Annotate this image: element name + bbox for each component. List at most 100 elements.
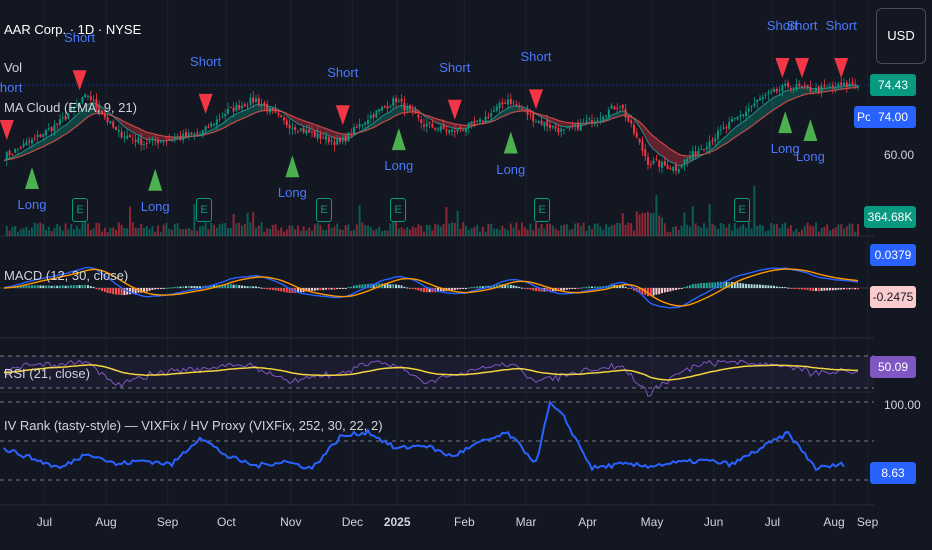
rsi-label[interactable]: RSI (21, close) (4, 366, 90, 381)
volume-bar (375, 229, 378, 236)
x-tick-label: Jul (36, 515, 53, 529)
cloud-segment (785, 90, 788, 103)
cloud-segment (508, 107, 511, 115)
candle-body (299, 128, 302, 131)
candle-body (837, 83, 840, 87)
volume-bar (411, 226, 414, 236)
cloud-segment (793, 88, 797, 99)
cloud-segment (796, 87, 800, 98)
volume-bar (81, 222, 84, 236)
cloud-segment (510, 106, 514, 114)
macd-hist-bar (803, 288, 806, 290)
candle-body (722, 127, 725, 129)
candle-body (733, 117, 736, 119)
candle-body (445, 129, 448, 132)
candle-body (313, 130, 316, 137)
macd-label[interactable]: MACD (12, 30, close) (4, 268, 129, 283)
candle-body (81, 97, 84, 103)
candle-body (834, 87, 837, 89)
cloud-segment (734, 125, 738, 138)
last-price-badge: 74.43 (870, 74, 916, 96)
volume-bar (759, 224, 761, 236)
candle-body (691, 150, 694, 159)
earnings-marker[interactable]: E (316, 198, 332, 222)
cloud-segment (387, 111, 391, 121)
volume-bar (333, 226, 336, 236)
cloud-segment (564, 121, 567, 127)
macd-hist-bar (479, 286, 481, 288)
cloud-segment (659, 141, 662, 157)
macd-hist-bar (330, 288, 333, 290)
earnings-marker[interactable]: E (72, 198, 88, 222)
candle-body (5, 152, 8, 161)
volume-bar (719, 222, 722, 236)
earnings-marker[interactable]: E (734, 198, 750, 222)
candle-body (210, 123, 213, 127)
macd-hist-bar (593, 286, 596, 288)
candle-body (627, 115, 630, 122)
macd-hist-bar (753, 284, 756, 288)
x-tick-label: Sep (856, 515, 879, 529)
cloud-segment (37, 141, 41, 150)
cloud-segment (463, 125, 466, 129)
candle-body (280, 115, 283, 118)
volume-bar (512, 227, 515, 236)
macd-hist-bar (395, 284, 397, 288)
volume-bar (106, 231, 109, 236)
iv-rank-badge: 8.63 (870, 462, 916, 484)
macd-hist-bar (504, 284, 507, 288)
candle-body (78, 102, 81, 106)
iv-rank-label[interactable]: IV Rank (tasty-style) — VIXFix / HV Prox… (4, 418, 383, 433)
earnings-marker[interactable]: E (390, 198, 406, 222)
volume-bar (246, 212, 249, 236)
macd-hist-bar (67, 285, 70, 288)
currency-button[interactable]: USD (876, 8, 926, 64)
candle-body (669, 168, 672, 170)
macd-hist-bar (624, 286, 627, 288)
candle-body (201, 130, 204, 136)
volume-bar (207, 229, 210, 236)
volume-bar (857, 224, 859, 236)
cloud-segment (737, 123, 741, 136)
earnings-marker[interactable]: E (534, 198, 550, 222)
candle-body (45, 130, 47, 136)
volume-bar (781, 224, 784, 236)
volume-bar (756, 225, 759, 236)
candle-body (677, 169, 680, 173)
volume-bar (283, 231, 285, 236)
volume-bar (420, 225, 423, 236)
volume-bar (585, 230, 588, 236)
candle-body (456, 128, 459, 132)
macd-hist-bar (414, 288, 417, 290)
volume-bar (291, 225, 294, 236)
ma-cloud-label[interactable]: MA Cloud (EMA, 9, 21) (4, 100, 137, 115)
volume-bar (689, 226, 691, 236)
earnings-marker[interactable]: E (196, 198, 212, 222)
macd-hist-bar (364, 284, 367, 288)
macd-hist-bar (297, 288, 299, 293)
macd-hist-bar (173, 286, 176, 288)
volume-bar (235, 223, 238, 236)
macd-hist-bar (437, 288, 439, 293)
volume-bar (582, 222, 585, 236)
volume-bar (473, 227, 476, 236)
candle-body (767, 92, 770, 94)
candle-body (495, 106, 498, 111)
candle-body (255, 98, 257, 102)
candle-body (389, 105, 392, 108)
volume-bar (257, 225, 260, 236)
candle-body (745, 111, 747, 116)
cloud-segment (62, 125, 66, 136)
volume-bar (297, 225, 299, 236)
candle-body (515, 104, 518, 106)
vol-indicator-label[interactable]: Vol (4, 60, 23, 75)
volume-bar (806, 222, 809, 236)
macd-hist-bar (669, 288, 672, 292)
macd-hist-bar (700, 283, 703, 288)
signal-markers (0, 58, 849, 191)
macd-hist-bar (442, 288, 445, 292)
macd-hist-bar (123, 288, 126, 296)
candle-body (42, 134, 45, 137)
volume-bar (190, 230, 193, 236)
